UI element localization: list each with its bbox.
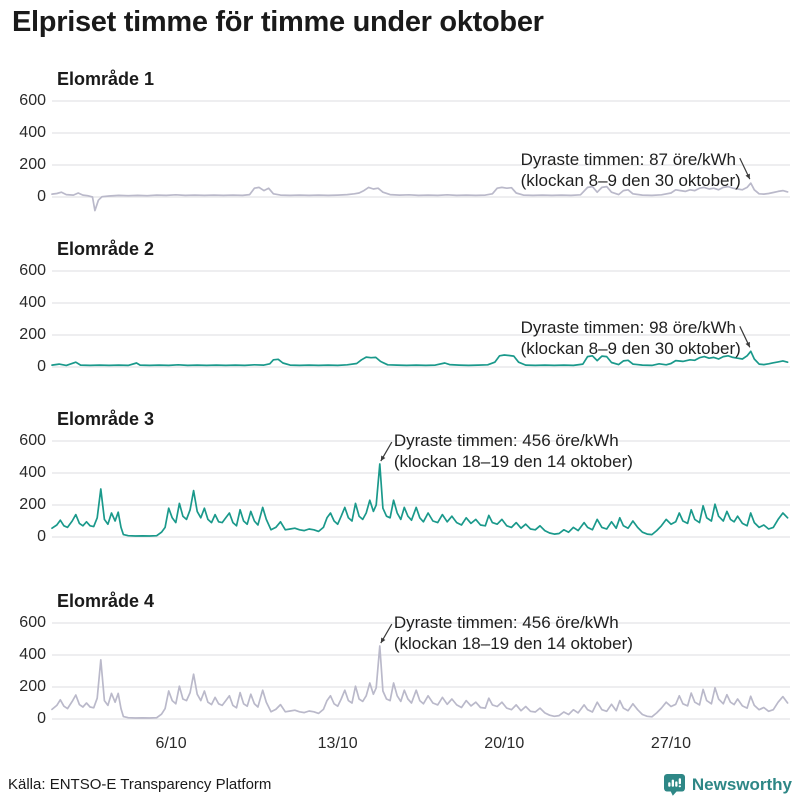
annotation-line-2: (klockan 8–9 den 30 oktober) (520, 171, 741, 191)
panel-elomrade-1: Elområde 1 Dyraste timmen: 87 öre/kWh (k… (0, 52, 800, 234)
annotation-line-1: Dyraste timmen: 456 öre/kWh (393, 613, 619, 633)
line-chart-elomrade-3 (51, 440, 790, 538)
x-tick-label: 20/10 (484, 735, 525, 752)
x-tick-label: 27/10 (650, 735, 691, 752)
x-tick-label: 6/10 (155, 735, 187, 752)
y-tick-label: 400 (19, 124, 46, 141)
y-tick-label: 400 (19, 646, 46, 663)
page-title: Elpriset timme för timme under oktober (12, 6, 544, 38)
x-tick-label: 13/10 (317, 735, 358, 752)
annotation-arrowhead (745, 173, 750, 180)
line-chart-elomrade-4 (51, 622, 790, 720)
y-tick-label: 200 (19, 496, 46, 513)
x-axis-tick-labels: 6/10 13/10 20/10 27/10 (0, 731, 800, 757)
panel-elomrade-3: Elområde 3 Dyraste timmen: 456 öre/kWh (… (0, 392, 800, 574)
line-chart-elomrade-2 (51, 270, 790, 368)
y-tick-label: 200 (19, 326, 46, 343)
y-tick-label: 0 (37, 710, 46, 727)
panel-title: Elområde 3 (57, 408, 155, 429)
price-line (51, 350, 789, 367)
panel-title: Elområde 2 (57, 238, 155, 259)
y-tick-label: 400 (19, 294, 46, 311)
line-chart-elomrade-1 (51, 100, 790, 212)
y-tick-label: 600 (19, 92, 46, 109)
panel-elomrade-2: Elområde 2 Dyraste timmen: 98 öre/kWh (k… (0, 222, 800, 404)
annotation-line-1: Dyraste timmen: 87 öre/kWh (520, 150, 737, 170)
price-line (51, 463, 789, 537)
y-tick-label: 400 (19, 464, 46, 481)
annotation-line-1: Dyraste timmen: 456 öre/kWh (393, 431, 619, 451)
panel-title: Elområde 1 (57, 68, 155, 89)
bar-chart-speech-bubble-icon (663, 774, 685, 796)
y-tick-label: 600 (19, 262, 46, 279)
y-tick-label: 0 (37, 188, 46, 205)
max-price-annotation: Dyraste timmen: 98 öre/kWh (klockan 8–9 … (521, 317, 741, 359)
max-price-annotation: Dyraste timmen: 87 öre/kWh (klockan 8–9 … (521, 149, 741, 191)
price-line (51, 182, 789, 212)
y-tick-label: 0 (37, 528, 46, 545)
y-tick-label: 600 (19, 614, 46, 631)
newsworthy-logo: Newsworthy (663, 773, 792, 796)
annotation-line-2: (klockan 18–19 den 14 oktober) (393, 452, 633, 472)
panel-title: Elområde 4 (57, 590, 155, 611)
y-tick-label: 600 (19, 432, 46, 449)
annotation-arrowhead (380, 637, 386, 644)
y-tick-label: 200 (19, 678, 46, 695)
annotation-line-1: Dyraste timmen: 98 öre/kWh (520, 318, 737, 338)
y-tick-label: 200 (19, 156, 46, 173)
annotation-arrowhead (745, 341, 750, 348)
brand-name: Newsworthy (691, 774, 792, 794)
max-price-annotation: Dyraste timmen: 456 öre/kWh (klockan 18–… (394, 430, 633, 472)
panel-elomrade-4: Elområde 4 Dyraste timmen: 456 öre/kWh (… (0, 574, 800, 756)
y-tick-label: 0 (37, 358, 46, 375)
annotation-arrowhead (380, 455, 386, 462)
annotation-line-2: (klockan 8–9 den 30 oktober) (520, 339, 741, 359)
annotation-line-2: (klockan 18–19 den 14 oktober) (393, 634, 633, 654)
max-price-annotation: Dyraste timmen: 456 öre/kWh (klockan 18–… (394, 612, 633, 654)
price-line (51, 645, 789, 719)
source-credit: Källa: ENTSO-E Transparency Platform (8, 776, 272, 793)
